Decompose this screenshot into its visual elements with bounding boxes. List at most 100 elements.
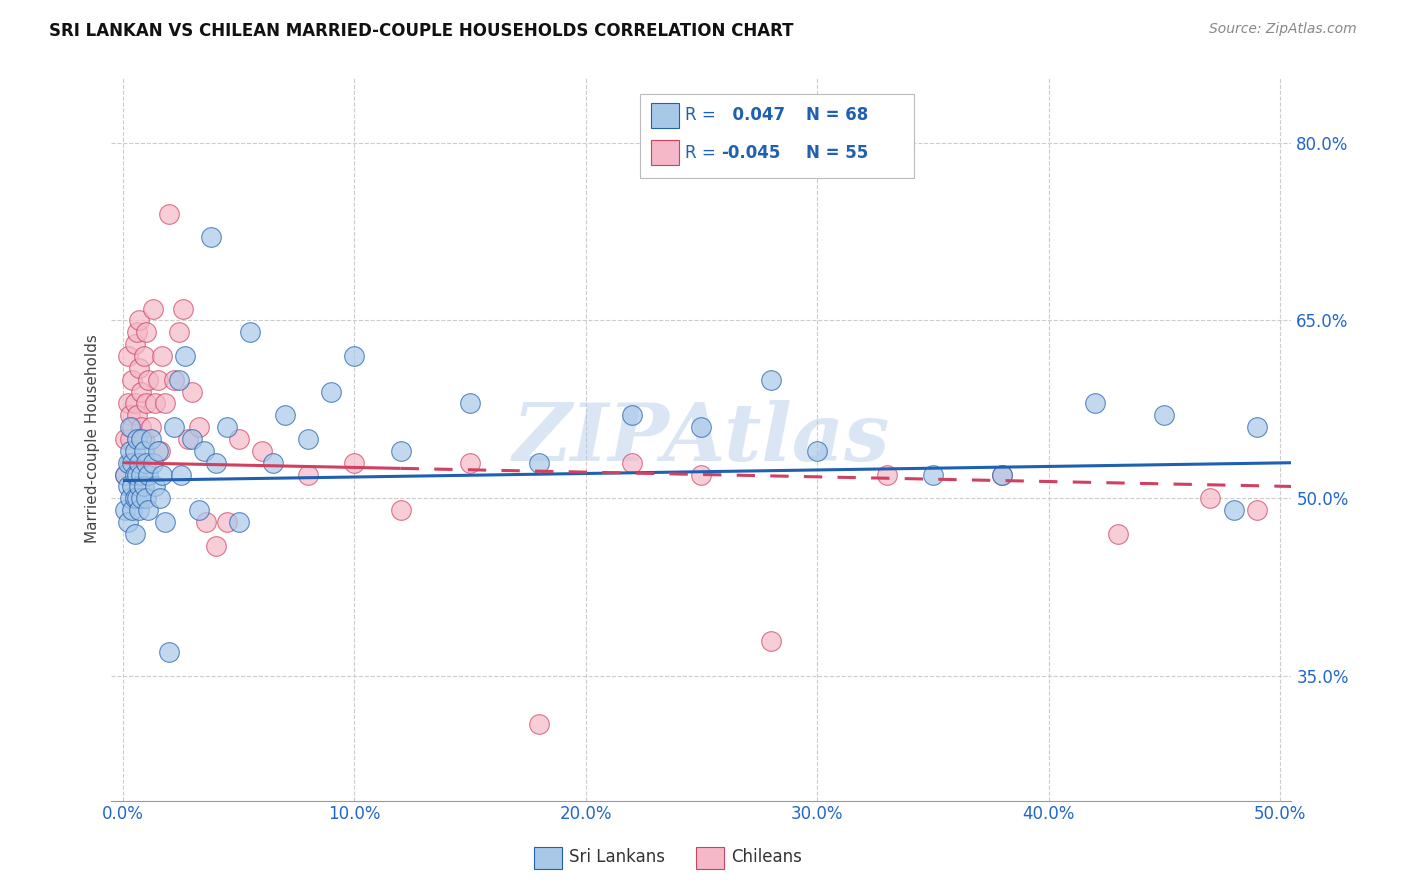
Point (118, 420, 141, 434)
Point (118, 456, 141, 470)
Point (132, 443, 155, 458)
Point (621, 456, 644, 470)
Point (135, 326, 157, 340)
Point (117, 396, 139, 410)
Point (121, 503, 143, 517)
Point (125, 409, 148, 423)
Point (389, 503, 412, 517)
Point (128, 503, 150, 517)
Point (142, 301, 165, 316)
Point (131, 491, 153, 506)
Point (131, 384, 153, 399)
Point (188, 503, 211, 517)
Point (167, 373, 190, 387)
Point (153, 396, 176, 410)
Point (121, 479, 143, 493)
Point (204, 539, 226, 553)
Point (1084, 396, 1107, 410)
Point (529, 456, 551, 470)
Point (174, 349, 197, 363)
Point (145, 479, 167, 493)
Point (132, 349, 155, 363)
Point (250, 443, 273, 458)
Point (217, 515, 239, 529)
Point (297, 467, 319, 482)
Point (118, 409, 141, 423)
Point (343, 456, 366, 470)
Point (157, 645, 180, 659)
Point (149, 443, 172, 458)
Point (921, 467, 943, 482)
Point (124, 527, 146, 541)
Point (117, 515, 139, 529)
Point (125, 326, 148, 340)
Point (389, 443, 412, 458)
Point (138, 467, 160, 482)
Text: Sri Lankans: Sri Lankans (569, 848, 665, 866)
Point (1107, 527, 1129, 541)
Point (1153, 409, 1175, 423)
Point (118, 432, 141, 446)
Point (114, 432, 136, 446)
Point (991, 467, 1014, 482)
Point (200, 230, 222, 244)
Point (759, 633, 782, 648)
Text: SRI LANKAN VS CHILEAN MARRIED-COUPLE HOUSEHOLDS CORRELATION CHART: SRI LANKAN VS CHILEAN MARRIED-COUPLE HOU… (49, 22, 794, 40)
Point (181, 384, 204, 399)
Point (876, 467, 898, 482)
Point (124, 467, 146, 482)
Point (621, 409, 644, 423)
Point (262, 456, 284, 470)
Point (806, 443, 828, 458)
Text: 0.047: 0.047 (721, 106, 786, 124)
Point (343, 349, 366, 363)
Point (139, 420, 162, 434)
Point (163, 373, 186, 387)
Point (1222, 503, 1244, 517)
Point (146, 443, 169, 458)
Point (167, 326, 190, 340)
Point (118, 491, 141, 506)
Point (188, 420, 211, 434)
Point (149, 491, 172, 506)
Text: N = 55: N = 55 (806, 144, 868, 161)
Point (150, 467, 173, 482)
Point (157, 207, 180, 221)
Point (124, 396, 146, 410)
Point (529, 716, 551, 731)
Point (204, 456, 226, 470)
Text: N = 68: N = 68 (806, 106, 868, 124)
Point (114, 467, 136, 482)
Point (128, 313, 150, 327)
Point (131, 432, 153, 446)
Point (135, 456, 157, 470)
Point (150, 349, 173, 363)
Point (118, 443, 141, 458)
Point (121, 456, 143, 470)
Point (124, 337, 146, 351)
Point (1199, 491, 1222, 506)
Point (132, 479, 155, 493)
Point (121, 373, 143, 387)
Point (131, 467, 153, 482)
Point (128, 479, 150, 493)
Point (1246, 503, 1268, 517)
Text: R =: R = (685, 144, 721, 161)
Point (114, 503, 136, 517)
Point (181, 432, 204, 446)
Text: Source: ZipAtlas.com: Source: ZipAtlas.com (1209, 22, 1357, 37)
Point (135, 396, 157, 410)
Point (217, 420, 239, 434)
Y-axis label: Married-couple Households: Married-couple Households (86, 334, 100, 543)
Point (170, 467, 193, 482)
Point (124, 443, 146, 458)
Text: R =: R = (685, 106, 721, 124)
Point (138, 373, 160, 387)
Point (1246, 420, 1268, 434)
Point (153, 515, 176, 529)
Point (125, 491, 148, 506)
Point (117, 479, 139, 493)
Point (321, 384, 343, 399)
Point (125, 432, 148, 446)
Point (114, 467, 136, 482)
